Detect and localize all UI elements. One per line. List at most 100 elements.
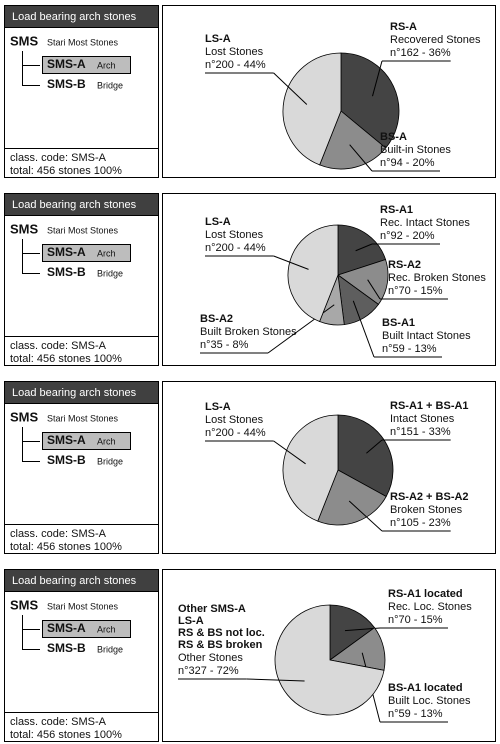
pie-slice [337,224,387,276]
value-label: n°92 - 20% [380,230,435,242]
tree-code: SMS-B [47,453,86,467]
slice-name: BS-A1 [382,317,415,329]
leader-line [355,243,373,252]
leader-line [246,678,305,682]
pie-slice [287,224,339,323]
slice-description: Built Broken Stones [200,326,297,338]
tree-name: Bridge [97,268,123,278]
value-label: n°70 - 15% [388,285,443,297]
total: total: 456 stones 100% [10,541,122,553]
tree-code: SMS-A [47,57,86,71]
pie-slice [317,469,387,526]
tree-root-name: Stari Most Stones [47,601,119,611]
leader-line [273,255,309,270]
slice-description: Lost Stones [205,229,264,241]
tree-root: SMS [10,33,39,48]
pie-slice [340,52,400,149]
selected-item [42,620,131,638]
tree-root-name: Stari Most Stones [47,37,119,47]
total: total: 456 stones 100% [10,165,122,177]
leader-line [349,144,373,172]
tree-name: Arch [97,436,116,446]
total: total: 456 stones 100% [10,729,122,741]
panel-title: Load bearing arch stones [12,199,137,211]
slice-description: Built-in Stones [380,144,451,156]
tree-code: SMS-B [47,77,86,91]
slice-description: Lost Stones [205,414,264,426]
pie-slice [319,110,387,170]
leader-line [273,72,308,105]
panel-title: Load bearing arch stones [12,11,137,23]
value-label: n°327 - 72% [178,665,239,677]
slice-subname: LS-A [178,615,204,627]
value-label: n°70 - 15% [388,614,443,626]
slice-name: RS-A1 located [388,588,463,600]
tree-root: SMS [10,597,39,612]
slice-description: Broken Stones [390,504,463,516]
slice-name: Other SMS-A [178,603,246,615]
tree-name: Arch [97,60,116,70]
slice-subname: RS & BS broken [178,639,263,651]
slice-name: RS-A1 + BS-A1 [390,400,469,412]
slice-description: Lost Stones [205,46,264,58]
tree-code: SMS-A [47,245,86,259]
value-label: n°59 - 13% [382,343,437,355]
class-code: class. code: SMS-A [10,528,107,540]
slice-name: BS-A2 [200,313,233,325]
slice-name: RS-A2 + BS-A2 [390,491,469,503]
header-bar [4,381,159,404]
tree-code: SMS-A [47,621,86,635]
selected-item [42,432,131,450]
slice-name: RS-A [390,21,417,33]
header-bar [4,569,159,592]
slice-description: Rec. Broken Stones [388,272,486,284]
class-code: class. code: SMS-A [10,716,107,728]
class-code: class. code: SMS-A [10,152,107,164]
value-label: n°200 - 44% [205,59,266,71]
pie-slice [282,414,339,522]
tree-name: Bridge [97,456,123,466]
slice-description: Rec. Loc. Stones [388,601,472,613]
tree-root-name: Stari Most Stones [47,225,119,235]
value-label: n°162 - 36% [390,47,451,59]
panel-title: Load bearing arch stones [12,575,137,587]
slice-name: RS-A1 [380,204,413,216]
slice-description: Other Stones [178,652,243,664]
header-bar [4,5,159,28]
value-label: n°151 - 33% [390,426,451,438]
value-label: n°59 - 13% [388,708,443,720]
slice-description: Built Loc. Stones [388,695,471,707]
leader-line [366,439,383,454]
selected-item [42,56,131,74]
value-label: n°35 - 8% [200,339,249,351]
tree-code: SMS-B [47,641,86,655]
tree-root-name: Stari Most Stones [47,413,119,423]
leader-line [273,440,306,465]
tree-name: Bridge [97,644,123,654]
slice-name: LS-A [205,401,231,413]
value-label: n°200 - 44% [205,427,266,439]
pie-slice [329,604,376,661]
leader-line [348,500,383,532]
slice-subname: RS & BS not loc. [178,627,265,639]
tree-name: Arch [97,624,116,634]
value-label: n°94 - 20% [380,157,435,169]
slice-name: RS-A2 [388,259,421,271]
value-label: n°105 - 23% [390,517,451,529]
slice-description: Intact Stones [390,413,455,425]
pie-slice [274,604,385,716]
selected-item [42,244,131,262]
class-code: class. code: SMS-A [10,340,107,352]
tree-code: SMS-A [47,433,86,447]
total: total: 456 stones 100% [10,353,122,365]
tree-root: SMS [10,409,39,424]
pie-slice [337,414,394,498]
slice-name: LS-A [205,216,231,228]
slice-name: BS-A1 located [388,682,463,694]
value-label: n°200 - 44% [205,242,266,254]
slice-description: Rec. Intact Stones [380,217,470,229]
pie-slice [282,52,342,166]
leader-line [352,300,375,358]
panel-title: Load bearing arch stones [12,387,137,399]
